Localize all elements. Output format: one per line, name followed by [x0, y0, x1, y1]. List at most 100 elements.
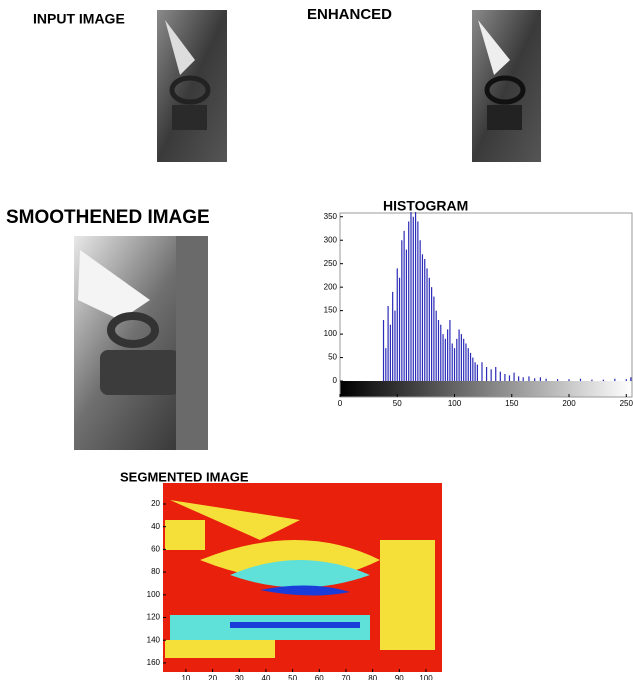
x-tick-label: 70	[342, 674, 351, 680]
bar	[412, 216, 414, 382]
bar	[417, 221, 419, 382]
bar	[405, 249, 408, 382]
x-tick-label: 30	[235, 674, 244, 680]
y-tick-label: 160	[147, 658, 161, 667]
bar	[513, 372, 515, 382]
y-tick-label: 0	[333, 376, 338, 385]
bar	[630, 377, 632, 382]
y-tick-label: 80	[151, 567, 160, 576]
x-tick-label: 50	[393, 399, 402, 408]
enhanced-label: ENHANCED	[307, 6, 392, 23]
y-tick-label: 140	[147, 635, 161, 644]
y-tick-label: 20	[151, 499, 160, 508]
colorbar	[340, 381, 632, 397]
input-label: INPUT IMAGE	[33, 11, 125, 27]
bar	[440, 324, 442, 382]
y-tick-label: 120	[147, 613, 161, 622]
x-tick-label: 10	[181, 674, 190, 680]
bar	[387, 305, 389, 382]
bar	[456, 338, 458, 382]
x-tick-label: 50	[288, 674, 297, 680]
x-tick-label: 20	[208, 674, 217, 680]
bar	[504, 374, 506, 382]
bar	[428, 277, 430, 382]
bar	[431, 287, 433, 382]
bar	[625, 379, 627, 382]
y-tick-label: 150	[324, 306, 338, 315]
segmented-label: SEGMENTED IMAGE	[120, 469, 249, 484]
bar	[508, 375, 511, 382]
x-tick-label: 60	[315, 674, 324, 680]
bar	[385, 348, 387, 382]
bar	[426, 268, 428, 382]
y-tick-label: 60	[151, 545, 160, 554]
y-tick-label: 50	[328, 353, 337, 362]
y-tick-label: 250	[324, 259, 338, 268]
histogram-label: HISTOGRAM	[383, 198, 468, 214]
smoothened-label: SMOOTHENED IMAGE	[6, 207, 210, 228]
bar	[481, 362, 483, 382]
bar	[394, 310, 396, 382]
x-tick-label: 0	[338, 399, 343, 408]
bar	[414, 212, 417, 382]
bar	[444, 338, 446, 382]
bar	[449, 320, 451, 382]
bar	[458, 329, 460, 382]
bar	[408, 221, 410, 382]
bar	[437, 320, 440, 382]
input-photo	[157, 10, 227, 162]
x-tick-label: 100	[419, 674, 433, 680]
bar	[442, 334, 444, 382]
bar	[460, 334, 462, 382]
bar	[539, 377, 541, 382]
x-tick-label: 40	[262, 674, 271, 680]
smoothened-photo	[74, 236, 208, 450]
bar	[545, 378, 547, 382]
y-tick-label: 300	[324, 235, 338, 244]
bar	[485, 366, 488, 382]
bar	[396, 268, 398, 382]
y-tick-label: 100	[147, 590, 161, 599]
bar	[410, 212, 412, 382]
y-tick-label: 40	[151, 522, 160, 531]
bar	[463, 338, 465, 382]
bar	[602, 379, 604, 382]
bar	[528, 376, 530, 382]
bar	[591, 379, 593, 382]
y-tick-label: 100	[324, 329, 338, 338]
bar	[433, 296, 435, 382]
bar	[472, 357, 474, 382]
bar	[518, 376, 520, 382]
x-tick-label: 80	[368, 674, 377, 680]
bar	[474, 362, 476, 382]
bar	[451, 343, 453, 382]
bar	[476, 364, 479, 382]
bar	[421, 254, 424, 382]
bar	[556, 379, 559, 382]
x-tick-label: 150	[505, 399, 519, 408]
x-tick-label: 250	[620, 399, 633, 408]
bar	[435, 310, 437, 382]
bar	[465, 343, 467, 382]
bar	[495, 366, 497, 382]
bar	[382, 320, 385, 382]
bar	[490, 369, 492, 382]
enhanced-photo	[472, 10, 541, 162]
bar	[534, 378, 536, 382]
x-tick-label: 100	[448, 399, 462, 408]
bar	[522, 377, 524, 382]
y-tick-label: 350	[324, 212, 338, 221]
bar	[424, 259, 426, 382]
x-tick-label: 200	[562, 399, 576, 408]
bar	[398, 277, 401, 382]
bar	[453, 348, 456, 382]
segmented-image	[163, 483, 442, 672]
y-tick-label: 200	[324, 282, 338, 291]
bar	[568, 379, 570, 382]
bar	[467, 348, 469, 382]
bar	[447, 329, 449, 382]
bar	[392, 291, 394, 382]
bar	[403, 230, 405, 382]
bar	[614, 378, 616, 382]
